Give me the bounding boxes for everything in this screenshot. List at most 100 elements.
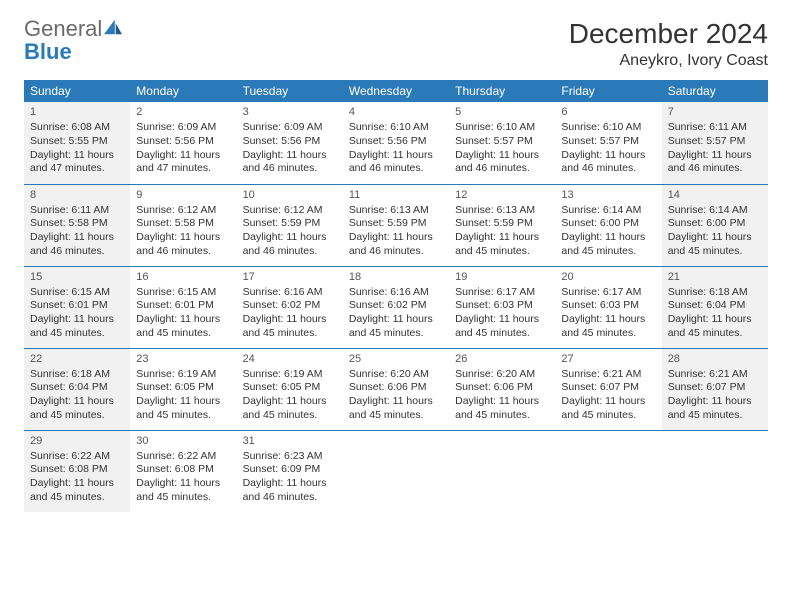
day-number: 10: [243, 188, 337, 202]
sunset-line: Sunset: 6:08 PM: [136, 463, 230, 477]
sunset-line: Sunset: 5:57 PM: [668, 135, 762, 149]
sunset-line: Sunset: 5:55 PM: [30, 135, 124, 149]
day-number: 22: [30, 352, 124, 366]
day-cell: 23Sunrise: 6:19 AMSunset: 6:05 PMDayligh…: [130, 348, 236, 430]
day-cell: 26Sunrise: 6:20 AMSunset: 6:06 PMDayligh…: [449, 348, 555, 430]
daylight-line: Daylight: 11 hours and 46 minutes.: [243, 231, 337, 258]
sunset-line: Sunset: 5:56 PM: [349, 135, 443, 149]
day-cell: 5Sunrise: 6:10 AMSunset: 5:57 PMDaylight…: [449, 102, 555, 184]
day-cell: 9Sunrise: 6:12 AMSunset: 5:58 PMDaylight…: [130, 184, 236, 266]
day-number: 18: [349, 270, 443, 284]
daylight-line: Daylight: 11 hours and 46 minutes.: [349, 149, 443, 176]
sunrise-line: Sunrise: 6:19 AM: [136, 368, 230, 382]
sunrise-line: Sunrise: 6:10 AM: [349, 121, 443, 135]
day-number: 2: [136, 105, 230, 119]
daylight-line: Daylight: 11 hours and 45 minutes.: [668, 231, 762, 258]
day-cell: 30Sunrise: 6:22 AMSunset: 6:08 PMDayligh…: [130, 430, 236, 512]
daylight-line: Daylight: 11 hours and 46 minutes.: [30, 231, 124, 258]
sunrise-line: Sunrise: 6:10 AM: [561, 121, 655, 135]
day-cell: 12Sunrise: 6:13 AMSunset: 5:59 PMDayligh…: [449, 184, 555, 266]
sunrise-line: Sunrise: 6:15 AM: [136, 286, 230, 300]
day-number: 3: [243, 105, 337, 119]
sunrise-line: Sunrise: 6:10 AM: [455, 121, 549, 135]
sunset-line: Sunset: 6:06 PM: [455, 381, 549, 395]
daylight-line: Daylight: 11 hours and 45 minutes.: [561, 231, 655, 258]
calendar-table: Sunday Monday Tuesday Wednesday Thursday…: [24, 80, 768, 512]
day-number: 9: [136, 188, 230, 202]
sunset-line: Sunset: 5:59 PM: [455, 217, 549, 231]
day-number: 1: [30, 105, 124, 119]
sunrise-line: Sunrise: 6:16 AM: [243, 286, 337, 300]
sunset-line: Sunset: 6:07 PM: [668, 381, 762, 395]
day-cell: 15Sunrise: 6:15 AMSunset: 6:01 PMDayligh…: [24, 266, 130, 348]
day-number: 13: [561, 188, 655, 202]
day-cell: 1Sunrise: 6:08 AMSunset: 5:55 PMDaylight…: [24, 102, 130, 184]
week-row: 22Sunrise: 6:18 AMSunset: 6:04 PMDayligh…: [24, 348, 768, 430]
sunset-line: Sunset: 6:01 PM: [136, 299, 230, 313]
sunrise-line: Sunrise: 6:15 AM: [30, 286, 124, 300]
daylight-line: Daylight: 11 hours and 45 minutes.: [349, 313, 443, 340]
day-number: 21: [668, 270, 762, 284]
sunset-line: Sunset: 6:03 PM: [561, 299, 655, 313]
sunset-line: Sunset: 5:56 PM: [136, 135, 230, 149]
sunset-line: Sunset: 6:02 PM: [349, 299, 443, 313]
sunset-line: Sunset: 6:08 PM: [30, 463, 124, 477]
day-cell: 19Sunrise: 6:17 AMSunset: 6:03 PMDayligh…: [449, 266, 555, 348]
sunrise-line: Sunrise: 6:16 AM: [349, 286, 443, 300]
daylight-line: Daylight: 11 hours and 45 minutes.: [30, 313, 124, 340]
day-cell: 14Sunrise: 6:14 AMSunset: 6:00 PMDayligh…: [662, 184, 768, 266]
logo-text-blue: Blue: [24, 39, 72, 64]
daylight-line: Daylight: 11 hours and 45 minutes.: [455, 313, 549, 340]
day-cell: 20Sunrise: 6:17 AMSunset: 6:03 PMDayligh…: [555, 266, 661, 348]
empty-cell: [662, 430, 768, 512]
daylight-line: Daylight: 11 hours and 45 minutes.: [561, 313, 655, 340]
sunrise-line: Sunrise: 6:19 AM: [243, 368, 337, 382]
sunrise-line: Sunrise: 6:21 AM: [561, 368, 655, 382]
sunrise-line: Sunrise: 6:23 AM: [243, 450, 337, 464]
sunset-line: Sunset: 6:04 PM: [30, 381, 124, 395]
day-cell: 16 Sunrise: 6:15 AMSunset: 6:01 PMDayligh…: [130, 266, 236, 348]
daylight-line: Daylight: 11 hours and 47 minutes.: [30, 149, 124, 176]
month-title: December 2024: [569, 18, 768, 50]
daylight-line: Daylight: 11 hours and 45 minutes.: [136, 313, 230, 340]
sunset-line: Sunset: 5:59 PM: [349, 217, 443, 231]
daylight-line: Daylight: 11 hours and 45 minutes.: [455, 395, 549, 422]
sunrise-line: Sunrise: 6:22 AM: [30, 450, 124, 464]
day-number: 16: [136, 270, 230, 284]
sunrise-line: Sunrise: 6:12 AM: [243, 204, 337, 218]
day-cell: 10 Sunrise: 6:12 AMSunset: 5:59 PMDayligh…: [237, 184, 343, 266]
sunset-line: Sunset: 5:59 PM: [243, 217, 337, 231]
sunrise-line: Sunrise: 6:09 AM: [136, 121, 230, 135]
day-number: 17: [243, 270, 337, 284]
week-row: 8Sunrise: 6:11 AMSunset: 5:58 PMDaylight…: [24, 184, 768, 266]
day-number: 11: [349, 188, 443, 202]
page-header: General Blue December 2024 Aneykro, Ivor…: [24, 18, 768, 70]
day-number: 28: [668, 352, 762, 366]
sunrise-line: Sunrise: 6:13 AM: [349, 204, 443, 218]
day-number: 31: [243, 434, 337, 448]
empty-cell: [449, 430, 555, 512]
sunset-line: Sunset: 6:03 PM: [455, 299, 549, 313]
daylight-line: Daylight: 11 hours and 45 minutes.: [349, 395, 443, 422]
daylight-line: Daylight: 11 hours and 46 minutes.: [243, 477, 337, 504]
daylight-line: Daylight: 11 hours and 45 minutes.: [243, 395, 337, 422]
day-number: 14: [668, 188, 762, 202]
title-block: December 2024 Aneykro, Ivory Coast: [569, 18, 768, 70]
day-cell: 22Sunrise: 6:18 AMSunset: 6:04 PMDayligh…: [24, 348, 130, 430]
sunrise-line: Sunrise: 6:21 AM: [668, 368, 762, 382]
daylight-line: Daylight: 11 hours and 45 minutes.: [136, 477, 230, 504]
day-cell: 31Sunrise: 6:23 AMSunset: 6:09 PMDayligh…: [237, 430, 343, 512]
day-number: 7: [668, 105, 762, 119]
day-number: 8: [30, 188, 124, 202]
daylight-line: Daylight: 11 hours and 46 minutes.: [136, 231, 230, 258]
sunrise-line: Sunrise: 6:09 AM: [243, 121, 337, 135]
dayhead-sunday: Sunday: [24, 80, 130, 102]
sunset-line: Sunset: 6:04 PM: [668, 299, 762, 313]
day-cell: 24Sunrise: 6:19 AMSunset: 6:05 PMDayligh…: [237, 348, 343, 430]
day-number: 23: [136, 352, 230, 366]
logo-text: General Blue: [24, 18, 124, 64]
day-number: 29: [30, 434, 124, 448]
sunrise-line: Sunrise: 6:20 AM: [455, 368, 549, 382]
day-cell: 4Sunrise: 6:10 AMSunset: 5:56 PMDaylight…: [343, 102, 449, 184]
sunrise-line: Sunrise: 6:17 AM: [455, 286, 549, 300]
